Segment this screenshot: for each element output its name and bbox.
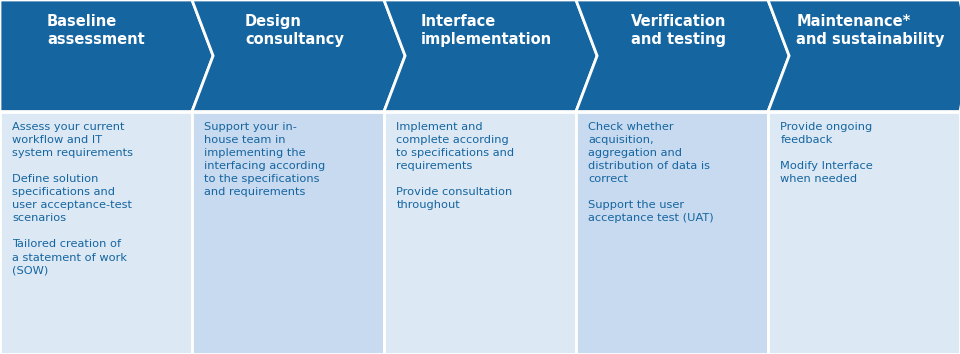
Text: Assess your current
workflow and IT
system requirements

Define solution
specifi: Assess your current workflow and IT syst… (12, 122, 133, 275)
Polygon shape (0, 112, 192, 354)
Polygon shape (384, 0, 597, 112)
Text: Implement and
complete according
to specifications and
requirements

Provide con: Implement and complete according to spec… (396, 122, 515, 210)
Text: Provide ongoing
feedback

Modify Interface
when needed: Provide ongoing feedback Modify Interfac… (780, 122, 874, 184)
Polygon shape (576, 112, 768, 354)
Text: Design
consultancy: Design consultancy (245, 14, 344, 47)
Polygon shape (384, 112, 576, 354)
Polygon shape (192, 112, 384, 354)
Polygon shape (576, 0, 789, 112)
Text: Check whether
acquisition,
aggregation and
distribution of data is
correct

Supp: Check whether acquisition, aggregation a… (588, 122, 714, 223)
Polygon shape (0, 0, 213, 112)
Text: Maintenance*
and sustainability: Maintenance* and sustainability (796, 14, 945, 47)
Text: Verification
and testing: Verification and testing (631, 14, 726, 47)
Text: Baseline
assessment: Baseline assessment (47, 14, 145, 47)
Text: Interface
implementation: Interface implementation (420, 14, 552, 47)
Polygon shape (192, 0, 405, 112)
Polygon shape (768, 112, 960, 354)
Polygon shape (768, 0, 960, 112)
Text: Support your in-
house team in
implementing the
interfacing according
to the spe: Support your in- house team in implement… (204, 122, 325, 197)
